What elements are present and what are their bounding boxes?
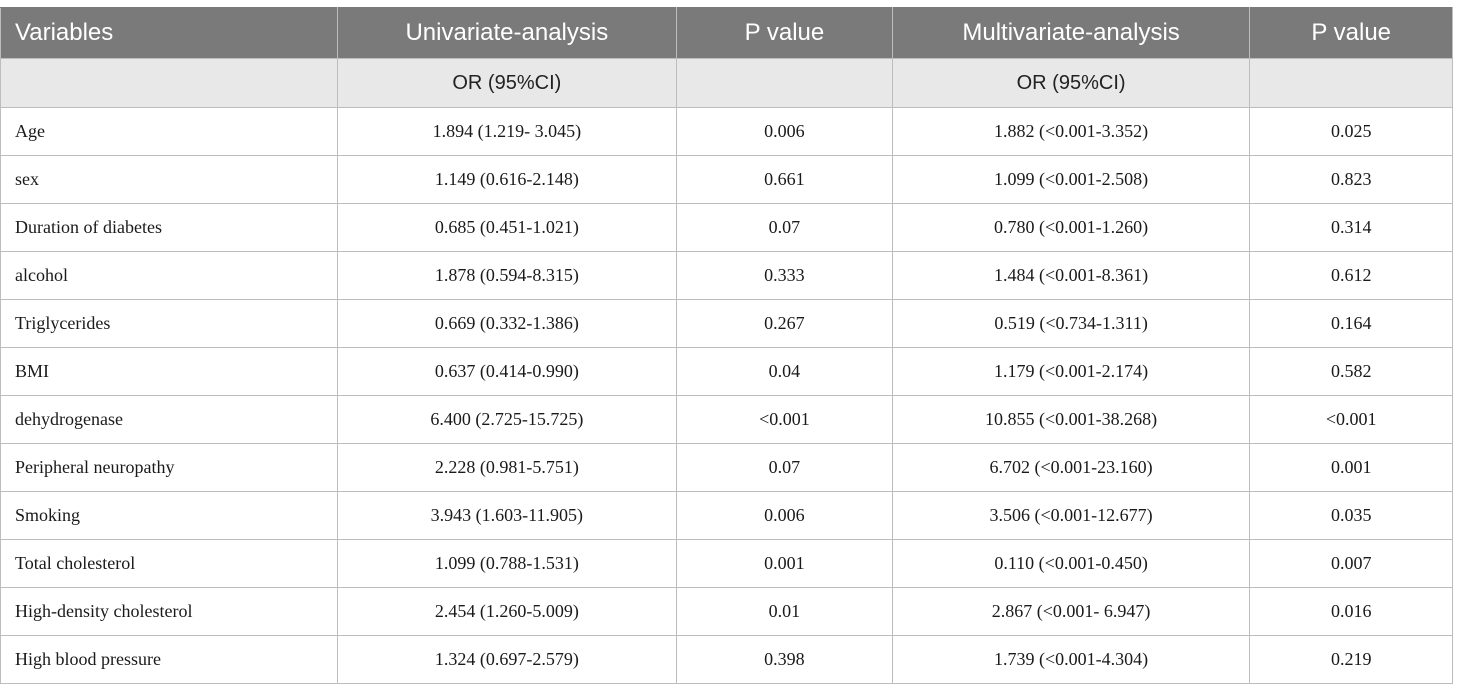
cell-multivariate-or: 10.855 (<0.001-38.268) (891, 395, 1251, 444)
cell-variable: High blood pressure (0, 635, 338, 684)
cell-variable: Triglycerides (0, 299, 338, 348)
cell-univariate-p: 0.01 (676, 587, 893, 636)
header-multivariate: Multivariate-analysis (891, 7, 1251, 59)
cell-variable: Peripheral neuropathy (0, 443, 338, 492)
cell-multivariate-p: 0.007 (1249, 539, 1453, 588)
table-row: Triglycerides 0.669 (0.332-1.386) 0.267 0.5… (0, 299, 1453, 348)
cell-univariate-or: 1.324 (0.697-2.579) (336, 635, 678, 684)
subheader-empty (1249, 58, 1453, 108)
cell-univariate-or: 1.149 (0.616-2.148) (336, 155, 678, 204)
table-row: BMI 0.637 (0.414-0.990) 0.04 1.179 (<0.001-… (0, 347, 1453, 396)
cell-multivariate-p: 0.582 (1249, 347, 1453, 396)
cell-multivariate-or: 1.484 (<0.001-8.361) (891, 251, 1251, 300)
cell-univariate-or: 1.878 (0.594-8.315) (336, 251, 678, 300)
table-row: Smoking 3.943 (1.603-11.905) 0.006 3.506 (<… (0, 491, 1453, 540)
cell-univariate-or: 2.228 (0.981-5.751) (336, 443, 678, 492)
subheader-or-ci-univariate: OR (95%CI) (336, 58, 678, 108)
cell-univariate-p: 0.267 (676, 299, 893, 348)
cell-univariate-or: 3.943 (1.603-11.905) (336, 491, 678, 540)
cell-multivariate-p: 0.164 (1249, 299, 1453, 348)
cell-variable: Duration of diabetes (0, 203, 338, 252)
cell-multivariate-or: 6.702 (<0.001-23.160) (891, 443, 1251, 492)
cell-univariate-or: 1.099 (0.788-1.531) (336, 539, 678, 588)
cell-multivariate-or: 0.519 (<0.734-1.311) (891, 299, 1251, 348)
cell-univariate-or: 6.400 (2.725-15.725) (336, 395, 678, 444)
header-p-value-univariate: P value (676, 7, 893, 59)
cell-univariate-or: 0.669 (0.332-1.386) (336, 299, 678, 348)
header-variables: Variables (0, 7, 338, 59)
subheader-empty (0, 58, 338, 108)
table-row: Total cholesterol 1.099 (0.788-1.531) 0.00… (0, 539, 1453, 588)
cell-multivariate-or: 2.867 (<0.001- 6.947) (891, 587, 1251, 636)
cell-variable: Total cholesterol (0, 539, 338, 588)
cell-univariate-p: 0.07 (676, 203, 893, 252)
cell-univariate-p: 0.333 (676, 251, 893, 300)
cell-variable: Age (0, 107, 338, 156)
cell-multivariate-p: 0.025 (1249, 107, 1453, 156)
cell-multivariate-or: 1.882 (<0.001-3.352) (891, 107, 1251, 156)
header-row: Variables Univariate-analysis P value Mu… (0, 7, 1453, 59)
cell-multivariate-p: 0.314 (1249, 203, 1453, 252)
table-row: Peripheral neuropathy 2.228 (0.981-5.751)… (0, 443, 1453, 492)
table-row: High-density cholesterol 2.454 (1.260-5.0… (0, 587, 1453, 636)
table-body: Age 1.894 (1.219- 3.045) 0.006 1.882 (<0.00… (0, 107, 1453, 684)
cell-univariate-p: 0.398 (676, 635, 893, 684)
subheader-row: OR (95%CI) OR (95%CI) (0, 58, 1453, 108)
table-row: Duration of diabetes 0.685 (0.451-1.021) 0… (0, 203, 1453, 252)
cell-variable: sex (0, 155, 338, 204)
cell-multivariate-p: 0.219 (1249, 635, 1453, 684)
cell-univariate-p: 0.006 (676, 491, 893, 540)
cell-univariate-or: 0.685 (0.451-1.021) (336, 203, 678, 252)
cell-multivariate-or: 0.110 (<0.001-0.450) (891, 539, 1251, 588)
cell-univariate-or: 0.637 (0.414-0.990) (336, 347, 678, 396)
table-header: Variables Univariate-analysis P value Mu… (0, 7, 1453, 108)
cell-variable: BMI (0, 347, 338, 396)
cell-multivariate-or: 1.739 (<0.001-4.304) (891, 635, 1251, 684)
cell-multivariate-p: 0.823 (1249, 155, 1453, 204)
cell-variable: Smoking (0, 491, 338, 540)
table-row: Age 1.894 (1.219- 3.045) 0.006 1.882 (<0.00… (0, 107, 1453, 156)
cell-multivariate-or: 1.099 (<0.001-2.508) (891, 155, 1251, 204)
cell-multivariate-p: 0.001 (1249, 443, 1453, 492)
cell-multivariate-or: 1.179 (<0.001-2.174) (891, 347, 1251, 396)
table-row: dehydrogenase 6.400 (2.725-15.725) <0.001 1… (0, 395, 1453, 444)
cell-variable: dehydrogenase (0, 395, 338, 444)
cell-univariate-p: 0.006 (676, 107, 893, 156)
cell-univariate-or: 1.894 (1.219- 3.045) (336, 107, 678, 156)
cell-multivariate-or: 0.780 (<0.001-1.260) (891, 203, 1251, 252)
table-row: High blood pressure 1.324 (0.697-2.579) 0.… (0, 635, 1453, 684)
cell-univariate-p: 0.07 (676, 443, 893, 492)
cell-univariate-p: 0.661 (676, 155, 893, 204)
cell-multivariate-p: 0.612 (1249, 251, 1453, 300)
table-row: alcohol 1.878 (0.594-8.315) 0.333 1.484 (<0… (0, 251, 1453, 300)
header-univariate: Univariate-analysis (336, 7, 678, 59)
subheader-empty (676, 58, 893, 108)
subheader-or-ci-multivariate: OR (95%CI) (891, 58, 1251, 108)
cell-univariate-p: 0.04 (676, 347, 893, 396)
table-row: sex 1.149 (0.616-2.148) 0.661 1.099 (<0.001… (0, 155, 1453, 204)
results-table: Variables Univariate-analysis P value Mu… (0, 7, 1453, 684)
cell-univariate-p: <0.001 (676, 395, 893, 444)
cell-variable: alcohol (0, 251, 338, 300)
cell-multivariate-or: 3.506 (<0.001-12.677) (891, 491, 1251, 540)
cell-variable: High-density cholesterol (0, 587, 338, 636)
cell-univariate-p: 0.001 (676, 539, 893, 588)
header-p-value-multivariate: P value (1249, 7, 1453, 59)
cell-univariate-or: 2.454 (1.260-5.009) (336, 587, 678, 636)
cell-multivariate-p: 0.035 (1249, 491, 1453, 540)
cell-multivariate-p: 0.016 (1249, 587, 1453, 636)
cell-multivariate-p: <0.001 (1249, 395, 1453, 444)
